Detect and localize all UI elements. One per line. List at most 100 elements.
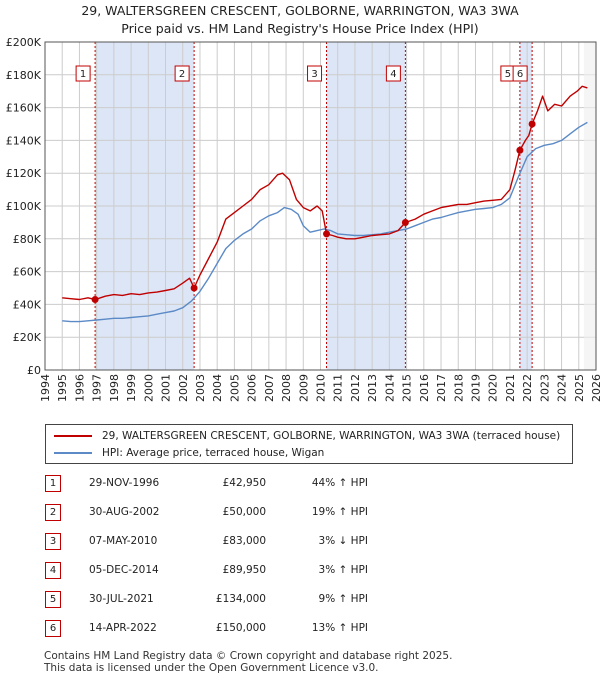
- x-tick-label: 2008: [280, 374, 293, 402]
- table-row: 2 30-AUG-2002 £50,000 19% ↑ HPI: [44, 504, 464, 522]
- sale-hpi-diff: 9% ↑ HPI: [318, 593, 368, 605]
- x-tick-label: 2015: [401, 374, 414, 402]
- sale-hpi-diff: 13% ↑ HPI: [311, 622, 368, 634]
- y-tick-label: £100K: [6, 200, 42, 213]
- x-tick-label: 2001: [160, 374, 173, 402]
- legend-hpi: HPI: Average price, terraced house, Wiga…: [54, 446, 324, 460]
- x-tick-label: 2000: [142, 374, 155, 402]
- x-tick-label: 1997: [91, 374, 104, 402]
- sale-hpi-diff: 19% ↑ HPI: [311, 506, 368, 518]
- x-tick-label: 2002: [177, 374, 190, 402]
- table-row: 6 14-APR-2022 £150,000 13% ↑ HPI: [44, 620, 464, 638]
- sale-number: 3: [45, 533, 61, 550]
- sale-price: £134,000: [215, 593, 266, 605]
- sale-number: 1: [45, 475, 61, 492]
- hpi-line: [62, 121, 588, 323]
- x-tick-label: 2014: [383, 374, 396, 402]
- sale-label-box: [512, 65, 528, 82]
- sale-price: £83,000: [222, 535, 266, 547]
- x-tick-label: 1999: [125, 374, 138, 402]
- x-tick-label: 2012: [349, 374, 362, 402]
- legend: 29, WALTERSGREEN CRESCENT, GOLBORNE, WAR…: [45, 424, 573, 464]
- y-tick-label: £40K: [13, 298, 42, 311]
- sale-label: 4: [390, 69, 396, 80]
- y-tick-label: £0: [27, 364, 41, 377]
- x-tick-label: 2023: [538, 374, 551, 402]
- x-tick-label: 2024: [556, 374, 569, 402]
- y-tick-label: £20K: [13, 331, 42, 344]
- x-tick-label: 2005: [228, 374, 241, 402]
- legend-property: 29, WALTERSGREEN CRESCENT, GOLBORNE, WAR…: [54, 429, 560, 443]
- sale-number: 4: [45, 562, 61, 579]
- sale-point: [190, 284, 198, 292]
- sale-date: 07-MAY-2010: [89, 535, 158, 547]
- sale-point: [528, 120, 536, 128]
- x-tick-label: 2007: [263, 374, 276, 402]
- sale-label-box: [307, 65, 323, 82]
- x-tick-label: 2003: [194, 374, 207, 402]
- x-tick-label: 2013: [366, 374, 379, 402]
- sale-date: 29-NOV-1996: [89, 477, 160, 489]
- x-tick-label: 1994: [39, 374, 52, 402]
- x-tick-label: 2009: [297, 374, 310, 402]
- x-tick-label: 2022: [521, 374, 534, 402]
- sale-date: 14-APR-2022: [89, 622, 157, 634]
- x-tick-label: 2019: [469, 374, 482, 402]
- table-row: 1 29-NOV-1996 £42,950 44% ↑ HPI: [44, 475, 464, 493]
- y-tick-label: £80K: [13, 233, 42, 246]
- y-tick-label: £140K: [6, 134, 42, 147]
- footer-licence: This data is licensed under the Open Gov…: [44, 662, 379, 674]
- y-tick-label: £120K: [6, 167, 42, 180]
- sale-price: £50,000: [222, 506, 266, 518]
- x-tick-label: 2025: [573, 374, 586, 402]
- sale-point: [323, 230, 331, 238]
- sale-label: 6: [517, 69, 523, 80]
- sale-hpi-diff: 44% ↑ HPI: [311, 477, 368, 489]
- sale-point: [401, 218, 409, 226]
- x-tick-label: 2026: [590, 374, 600, 402]
- legend-property-label: 29, WALTERSGREEN CRESCENT, GOLBORNE, WAR…: [102, 430, 561, 442]
- y-tick-label: £160K: [6, 102, 42, 115]
- chart-title: 29, WALTERSGREEN CRESCENT, GOLBORNE, WAR…: [81, 3, 519, 18]
- plot-frame: [44, 41, 597, 371]
- legend-property-line: [54, 435, 92, 437]
- sale-point: [516, 146, 524, 154]
- sale-price: £42,950: [222, 477, 266, 489]
- sale-number: 2: [45, 504, 61, 521]
- sale-label: 5: [505, 69, 511, 80]
- sale-date: 30-JUL-2021: [89, 593, 154, 605]
- x-tick-label: 2011: [332, 374, 345, 402]
- sale-date: 30-AUG-2002: [89, 506, 160, 518]
- sale-label: 1: [80, 69, 86, 80]
- footer-copyright: Contains HM Land Registry data © Crown c…: [44, 650, 453, 662]
- y-tick-label: £200K: [6, 36, 42, 49]
- table-row: 4 05-DEC-2014 £89,950 3% ↑ HPI: [44, 562, 464, 580]
- sale-label-box: [385, 65, 401, 82]
- table-row: 5 30-JUL-2021 £134,000 9% ↑ HPI: [44, 591, 464, 609]
- sale-price: £89,950: [222, 564, 266, 576]
- sale-date: 05-DEC-2014: [89, 564, 159, 576]
- legend-hpi-line: [54, 452, 92, 454]
- sale-label-box: [75, 65, 91, 82]
- sale-label: 3: [311, 69, 317, 80]
- x-tick-label: 2021: [504, 374, 517, 402]
- sale-number: 5: [45, 591, 61, 608]
- property-price-line: [62, 85, 588, 301]
- x-tick-label: 2017: [435, 374, 448, 402]
- chart-subtitle: Price paid vs. HM Land Registry's House …: [121, 21, 479, 36]
- sale-hpi-diff: 3% ↑ HPI: [318, 564, 368, 576]
- y-tick-label: £60K: [13, 266, 42, 279]
- sale-hpi-diff: 3% ↓ HPI: [318, 535, 368, 547]
- sale-number: 6: [45, 620, 61, 637]
- sale-price: £150,000: [215, 622, 266, 634]
- x-tick-label: 2010: [315, 374, 328, 402]
- y-tick-label: £180K: [6, 69, 42, 82]
- sale-label: 2: [179, 69, 185, 80]
- x-tick-label: 2006: [246, 374, 259, 402]
- sale-point: [91, 296, 99, 304]
- sale-label-box: [174, 65, 190, 82]
- x-tick-label: 2018: [452, 374, 465, 402]
- legend-hpi-label: HPI: Average price, terraced house, Wiga…: [102, 447, 325, 459]
- price-chart: 1 2 3 4 5 6 £0 £20K £40K £60K £80K £100K £120K £140K £…: [6, 36, 600, 402]
- table-row: 3 07-MAY-2010 £83,000 3% ↓ HPI: [44, 533, 464, 551]
